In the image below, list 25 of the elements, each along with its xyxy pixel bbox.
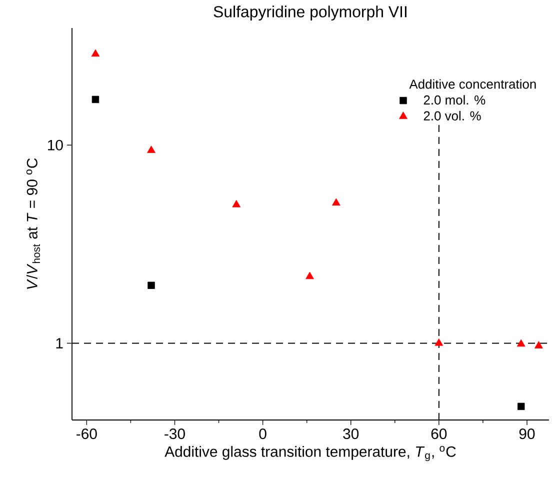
point <box>434 338 444 346</box>
point <box>147 146 156 153</box>
point <box>306 272 314 280</box>
point <box>91 49 100 57</box>
point <box>332 198 340 206</box>
x-tick-label: 60 <box>431 428 447 440</box>
x-tick-label: -30 <box>164 428 185 440</box>
chart-title: Sulfapyridine polymorph VII <box>214 6 406 21</box>
x-tick-label: 0 <box>259 428 266 440</box>
x-axis-title: Additive glass transition temperature, T$_{g}$, $^{o}$C <box>164 446 456 462</box>
point <box>516 339 526 347</box>
legend-title: Additive concentration <box>409 79 536 89</box>
point <box>232 200 241 208</box>
legend-label: 2.0 mol. % <box>424 95 486 105</box>
point <box>534 341 543 348</box>
text: V/V$_{host}$ at T = 90 $^{o}$C <box>26 158 40 289</box>
point <box>92 96 100 104</box>
x-tick-label: 30 <box>343 428 359 440</box>
point <box>148 282 155 289</box>
x-tick-label: 90 <box>519 428 535 440</box>
legend-label: 2.0 vol. % <box>424 110 481 120</box>
point <box>518 402 525 410</box>
y-tick-label: 10 <box>48 140 63 150</box>
y-tick-label: 1 <box>56 338 63 348</box>
x-tick-label: -60 <box>76 428 97 440</box>
